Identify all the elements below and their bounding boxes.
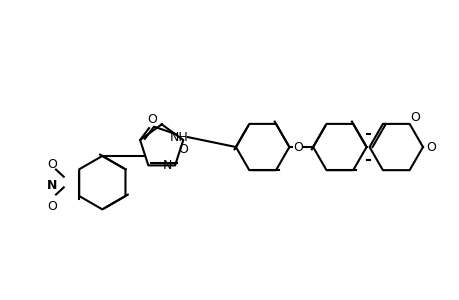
Text: O: O bbox=[178, 143, 188, 156]
Text: N: N bbox=[46, 179, 57, 192]
Text: NH: NH bbox=[169, 130, 188, 143]
Text: O: O bbox=[293, 140, 302, 154]
Text: O: O bbox=[410, 112, 420, 124]
Text: N: N bbox=[162, 159, 172, 172]
Text: O: O bbox=[47, 158, 56, 171]
Text: O: O bbox=[147, 113, 157, 126]
Text: O: O bbox=[47, 200, 56, 213]
Text: O: O bbox=[425, 140, 435, 154]
